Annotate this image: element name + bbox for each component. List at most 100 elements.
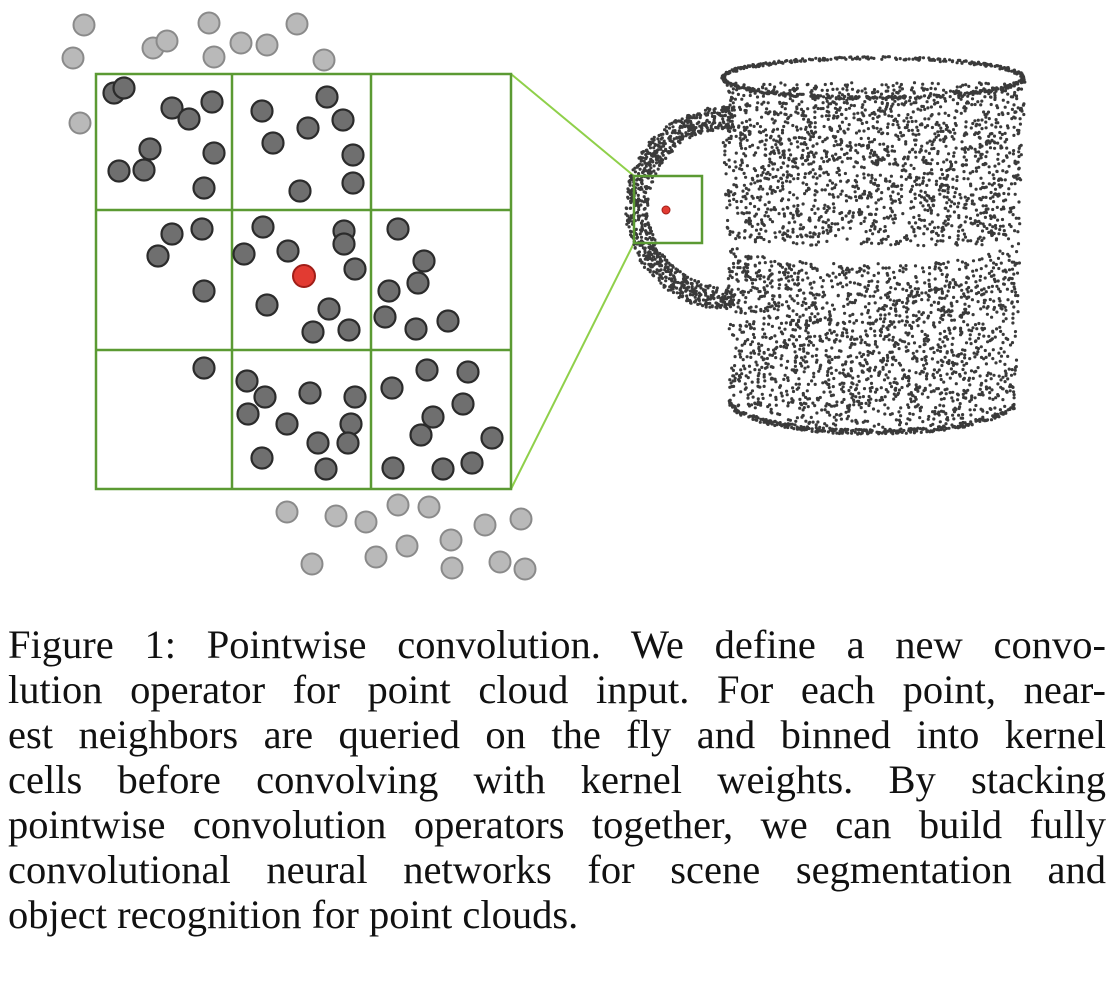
neighbor-point bbox=[275, 412, 299, 436]
outside-point bbox=[285, 12, 309, 36]
outside-point bbox=[509, 507, 533, 531]
outside-point bbox=[417, 495, 441, 519]
neighbor-point bbox=[480, 426, 504, 450]
neighbor-point bbox=[146, 244, 170, 268]
neighbor-points bbox=[102, 76, 504, 481]
outside-point bbox=[395, 534, 419, 558]
outside-point bbox=[275, 500, 299, 524]
neighbor-point bbox=[190, 217, 214, 241]
mug-point-cloud bbox=[624, 55, 1027, 436]
zoom-line bbox=[510, 242, 635, 490]
query-point bbox=[292, 264, 316, 288]
outside-point bbox=[440, 556, 464, 580]
outside-point bbox=[473, 513, 497, 537]
neighbor-point bbox=[343, 257, 367, 281]
outside-point bbox=[155, 29, 179, 53]
kernel-grid-border bbox=[94, 72, 513, 491]
neighbor-point bbox=[421, 405, 445, 429]
neighbor-point bbox=[431, 457, 455, 481]
neighbor-point bbox=[412, 249, 436, 273]
zoom-box-layer bbox=[632, 174, 704, 245]
outside-point bbox=[229, 31, 253, 55]
caption-line: est neighbors are queried on the fly and… bbox=[8, 712, 1106, 757]
neighbor-point bbox=[381, 456, 405, 480]
outside-point bbox=[202, 45, 226, 69]
neighbor-point bbox=[261, 131, 285, 155]
outside-point bbox=[197, 11, 221, 35]
figure bbox=[61, 11, 1027, 581]
center-point-layer bbox=[292, 264, 316, 288]
neighbor-point bbox=[317, 297, 341, 321]
neighbor-point bbox=[276, 239, 300, 263]
neighbor-point bbox=[232, 242, 256, 266]
outside-point bbox=[300, 552, 324, 576]
neighbor-point bbox=[341, 143, 365, 167]
neighbor-point bbox=[192, 279, 216, 303]
outside-point bbox=[68, 111, 92, 135]
neighbor-point bbox=[202, 141, 226, 165]
neighbor-point bbox=[380, 376, 404, 400]
outside-point bbox=[364, 545, 388, 569]
neighbor-point bbox=[296, 116, 320, 140]
neighbor-point bbox=[336, 431, 360, 455]
neighbor-point bbox=[406, 271, 430, 295]
neighbor-point bbox=[251, 215, 275, 239]
neighbor-point bbox=[160, 222, 184, 246]
neighbor-point bbox=[253, 385, 277, 409]
neighbor-point bbox=[337, 318, 361, 342]
outside-point bbox=[324, 504, 348, 528]
neighbor-point bbox=[107, 159, 131, 183]
neighbor-point bbox=[112, 76, 136, 100]
outside-point bbox=[72, 13, 96, 37]
neighbor-point bbox=[250, 99, 274, 123]
neighbor-point bbox=[339, 412, 363, 436]
neighbor-point bbox=[409, 423, 433, 447]
outside-point bbox=[439, 528, 463, 552]
zoom-lines bbox=[510, 73, 635, 490]
outside-point bbox=[312, 48, 336, 72]
outside-points bbox=[61, 11, 537, 581]
neighbor-point bbox=[298, 381, 322, 405]
neighbor-point bbox=[314, 457, 338, 481]
outside-point bbox=[61, 46, 85, 70]
neighbor-point bbox=[386, 217, 410, 241]
neighbor-point bbox=[301, 320, 325, 344]
neighbor-point bbox=[451, 392, 475, 416]
mug-points bbox=[624, 55, 1027, 436]
caption-line: pointwise convolution operators together… bbox=[8, 802, 1106, 847]
outside-point bbox=[386, 493, 410, 517]
zoom-box bbox=[632, 174, 704, 245]
outside-point bbox=[354, 510, 378, 534]
neighbor-point bbox=[132, 158, 156, 182]
neighbor-point bbox=[456, 360, 480, 384]
zoom-query-point bbox=[661, 205, 671, 215]
caption-line: lution operator for point cloud input. F… bbox=[8, 667, 1106, 712]
figure-illustration bbox=[61, 11, 1027, 581]
neighbor-point bbox=[341, 171, 365, 195]
neighbor-point bbox=[200, 90, 224, 114]
neighbor-point bbox=[331, 108, 355, 132]
neighbor-point bbox=[192, 176, 216, 200]
neighbor-point bbox=[436, 309, 460, 333]
neighbor-point bbox=[236, 402, 260, 426]
neighbor-point bbox=[235, 369, 259, 393]
neighbor-point bbox=[373, 305, 397, 329]
neighbor-point bbox=[250, 446, 274, 470]
caption-line: object recognition for point clouds. bbox=[8, 892, 579, 937]
figure-caption: Figure 1: Pointwise convolution. We defi… bbox=[8, 622, 1106, 937]
outside-point bbox=[488, 550, 512, 574]
outside-point bbox=[255, 33, 279, 57]
zoom-line bbox=[510, 73, 635, 177]
neighbor-point bbox=[138, 137, 162, 161]
neighbor-point bbox=[415, 358, 439, 382]
neighbor-point bbox=[192, 356, 216, 380]
neighbor-point bbox=[177, 107, 201, 131]
neighbor-point bbox=[288, 179, 312, 203]
neighbor-point bbox=[160, 96, 184, 120]
neighbor-point bbox=[404, 317, 428, 341]
caption-line: Figure 1: Pointwise convolution. We defi… bbox=[8, 622, 1106, 667]
neighbor-point bbox=[306, 431, 330, 455]
neighbor-point bbox=[315, 85, 339, 109]
neighbor-point bbox=[377, 279, 401, 303]
kernel-grid bbox=[94, 72, 513, 491]
